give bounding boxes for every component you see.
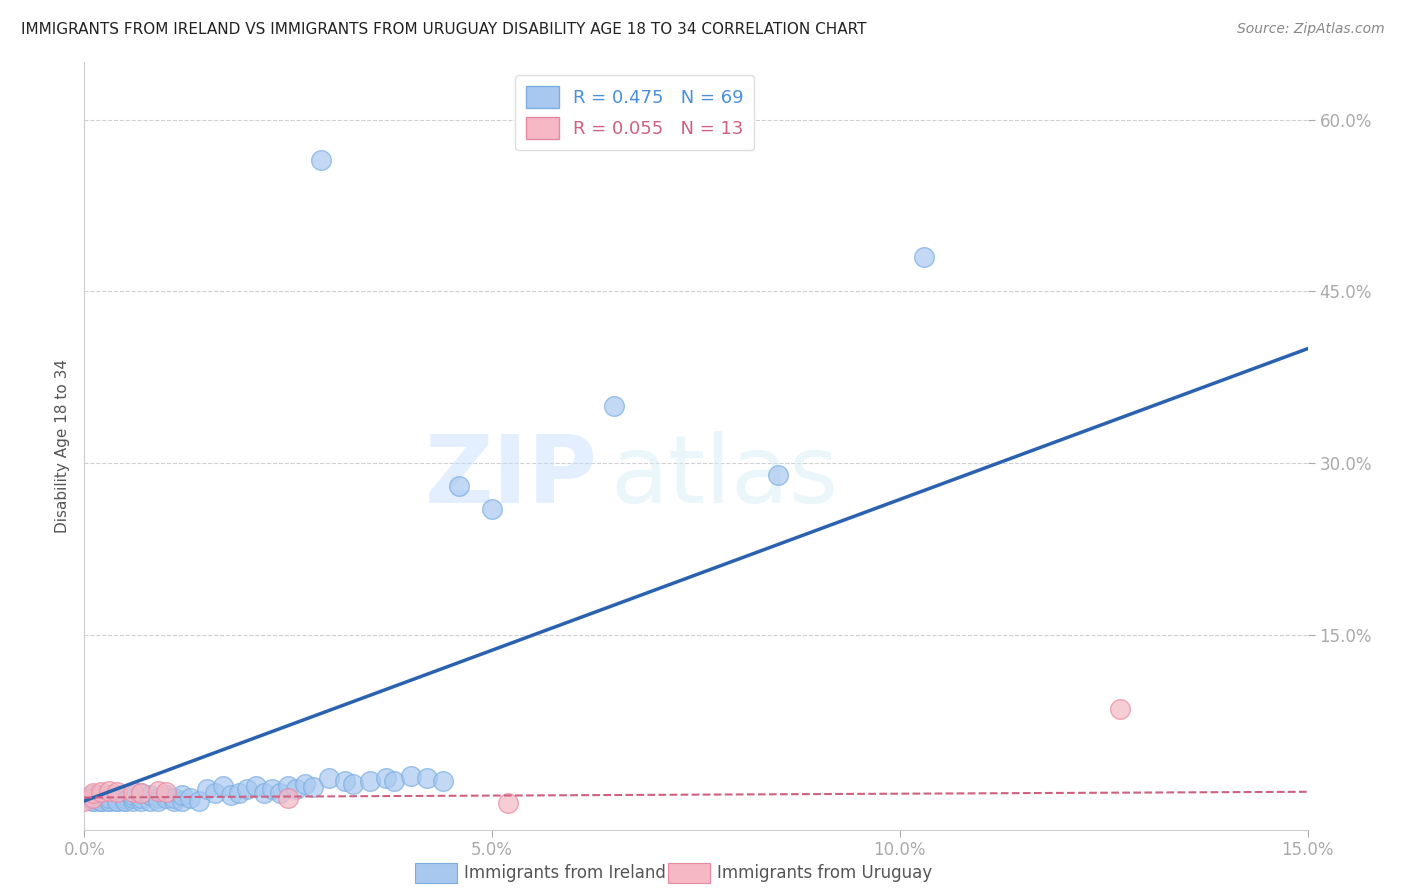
Point: [342, 777, 364, 791]
Point: [269, 786, 291, 800]
Point: [97, 788, 120, 802]
Point: [187, 794, 209, 808]
Point: [285, 782, 308, 797]
Point: [114, 788, 136, 802]
Point: [138, 794, 160, 808]
Point: [498, 796, 520, 810]
Text: atlas: atlas: [610, 431, 838, 523]
Point: [603, 399, 626, 413]
Point: [97, 783, 120, 797]
Text: ZIP: ZIP: [425, 431, 598, 523]
Point: [260, 782, 283, 797]
Text: Immigrants from Ireland: Immigrants from Ireland: [464, 864, 666, 882]
Point: [105, 794, 128, 808]
Point: [294, 777, 316, 791]
Point: [122, 788, 145, 802]
Point: [212, 779, 235, 793]
Point: [155, 788, 177, 802]
Point: [277, 790, 299, 805]
Point: [375, 771, 398, 785]
Point: [131, 790, 153, 805]
Point: [146, 790, 169, 805]
Point: [131, 794, 153, 808]
Point: [90, 788, 112, 802]
Point: [163, 794, 186, 808]
Point: [105, 794, 128, 808]
Point: [82, 790, 104, 805]
Point: [155, 790, 177, 805]
Point: [97, 790, 120, 805]
Point: [766, 467, 789, 482]
Point: [146, 794, 169, 808]
Point: [131, 786, 153, 800]
Point: [105, 788, 128, 802]
Point: [236, 782, 259, 797]
Text: IMMIGRANTS FROM IRELAND VS IMMIGRANTS FROM URUGUAY DISABILITY AGE 18 TO 34 CORRE: IMMIGRANTS FROM IRELAND VS IMMIGRANTS FR…: [21, 22, 866, 37]
Point: [204, 786, 226, 800]
Point: [449, 479, 471, 493]
Point: [335, 774, 357, 789]
Point: [105, 785, 128, 799]
Point: [90, 785, 112, 799]
Point: [82, 788, 104, 802]
Point: [172, 794, 194, 808]
Point: [172, 788, 194, 802]
Point: [245, 779, 267, 793]
Point: [97, 794, 120, 808]
Point: [179, 790, 201, 805]
Text: Source: ZipAtlas.com: Source: ZipAtlas.com: [1237, 22, 1385, 37]
Point: [82, 794, 104, 808]
Point: [105, 790, 128, 805]
Point: [318, 771, 340, 785]
Point: [219, 788, 242, 802]
Point: [90, 794, 112, 808]
Point: [382, 774, 405, 789]
Point: [163, 790, 186, 805]
Point: [122, 785, 145, 799]
Point: [481, 502, 503, 516]
Point: [253, 786, 276, 800]
Point: [82, 790, 104, 805]
Y-axis label: Disability Age 18 to 34: Disability Age 18 to 34: [55, 359, 70, 533]
Point: [277, 779, 299, 793]
Point: [399, 769, 422, 783]
Point: [416, 771, 439, 785]
Point: [97, 794, 120, 808]
Point: [912, 250, 935, 264]
Point: [122, 794, 145, 808]
Point: [131, 786, 153, 800]
Point: [73, 794, 96, 808]
Point: [155, 785, 177, 799]
Point: [90, 794, 112, 808]
Point: [90, 794, 112, 808]
Point: [114, 790, 136, 805]
Point: [90, 790, 112, 805]
Point: [195, 782, 218, 797]
Legend: R = 0.475   N = 69, R = 0.055   N = 13: R = 0.475 N = 69, R = 0.055 N = 13: [515, 75, 755, 150]
Point: [228, 786, 250, 800]
Point: [432, 774, 454, 789]
Point: [114, 794, 136, 808]
Point: [122, 790, 145, 805]
Point: [97, 790, 120, 805]
Point: [82, 786, 104, 800]
Point: [1109, 702, 1132, 716]
Point: [301, 780, 323, 795]
Point: [82, 794, 104, 808]
Point: [138, 788, 160, 802]
Point: [359, 774, 381, 789]
Point: [114, 794, 136, 808]
Text: Immigrants from Uruguay: Immigrants from Uruguay: [717, 864, 932, 882]
Point: [146, 783, 169, 797]
Point: [309, 153, 332, 167]
